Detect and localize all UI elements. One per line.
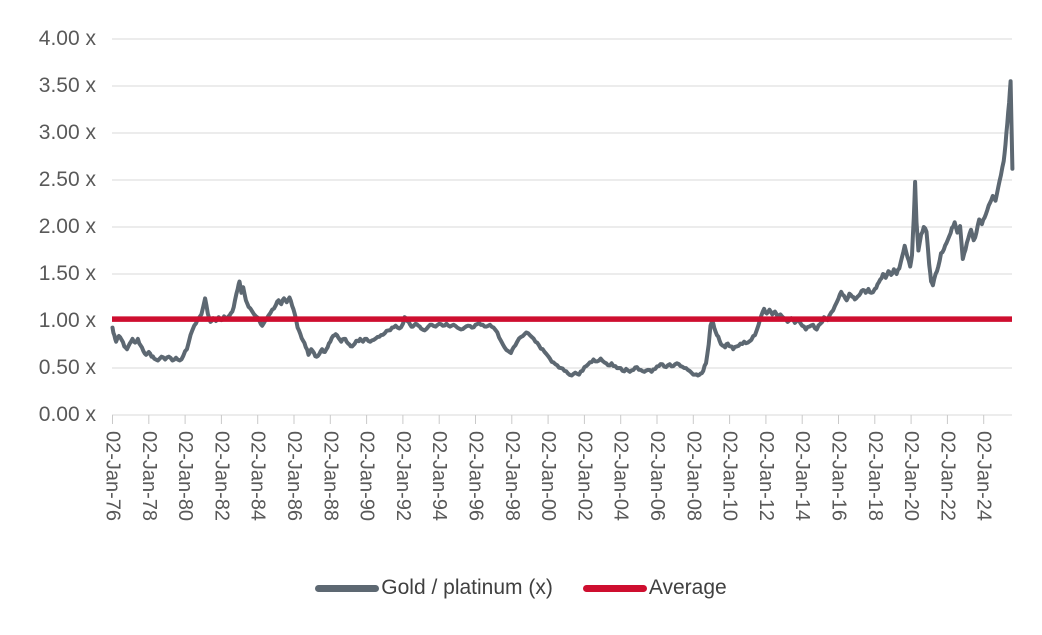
x-axis-label: 02-Jan-82 — [210, 431, 233, 522]
x-axis-label: 02-Jan-90 — [355, 431, 378, 522]
y-axis-label: 2.50 x — [38, 168, 96, 191]
legend: Gold / platinum (x) Average — [0, 576, 1042, 600]
legend-series-label: Gold / platinum (x) — [381, 576, 553, 599]
x-axis-label: 02-Jan-14 — [791, 431, 814, 522]
x-axis-label: 02-Jan-10 — [718, 431, 741, 522]
x-axis-label: 02-Jan-78 — [137, 431, 160, 522]
x-axis-label: 02-Jan-80 — [174, 431, 197, 522]
series-line-gold-platinum — [110, 79, 1015, 378]
x-axis-label: 02-Jan-02 — [573, 431, 596, 522]
x-axis-label: 02-Jan-84 — [246, 431, 269, 522]
x-axis-label: 02-Jan-88 — [319, 431, 342, 522]
x-axis-label: 02-Jan-20 — [900, 431, 923, 522]
x-axis-label: 02-Jan-12 — [754, 431, 777, 522]
x-axis-label: 02-Jan-24 — [972, 431, 995, 522]
y-axis-label: 3.50 x — [38, 74, 96, 97]
y-axis-label: 3.00 x — [38, 121, 96, 144]
x-axis-label: 02-Jan-06 — [646, 431, 668, 522]
y-axis-label: 2.00 x — [38, 215, 96, 238]
x-axis-label: 02-Jan-00 — [537, 431, 560, 522]
x-axis-label: 02-Jan-18 — [863, 431, 886, 522]
x-axis-label: 02-Jan-22 — [936, 431, 959, 522]
x-axis-label: 02-Jan-92 — [391, 431, 414, 522]
x-axis-label: 02-Jan-16 — [827, 431, 850, 522]
legend-item-average: Average — [582, 576, 727, 600]
y-axis-label: 4.00 x — [38, 27, 96, 50]
y-axis-label: 0.00 x — [38, 403, 96, 426]
x-axis-label: 02-Jan-98 — [500, 431, 523, 522]
y-axis-label: 1.50 x — [38, 262, 96, 285]
legend-series-line-swatch — [315, 584, 380, 592]
y-axis-label: 0.50 x — [38, 356, 96, 379]
y-axis-label: 1.00 x — [38, 309, 96, 332]
x-axis-label: 02-Jan-76 — [101, 431, 124, 522]
legend-average-line-swatch — [582, 584, 647, 592]
x-axis-label: 02-Jan-96 — [464, 431, 487, 522]
x-axis-label: 02-Jan-86 — [283, 431, 305, 522]
legend-item-gold-platinum: Gold / platinum (x) — [315, 576, 553, 600]
x-axis-label: 02-Jan-08 — [682, 431, 705, 522]
x-axis-label: 02-Jan-04 — [609, 431, 632, 522]
legend-average-label: Average — [648, 576, 727, 599]
x-axis-label: 02-Jan-94 — [428, 431, 451, 522]
